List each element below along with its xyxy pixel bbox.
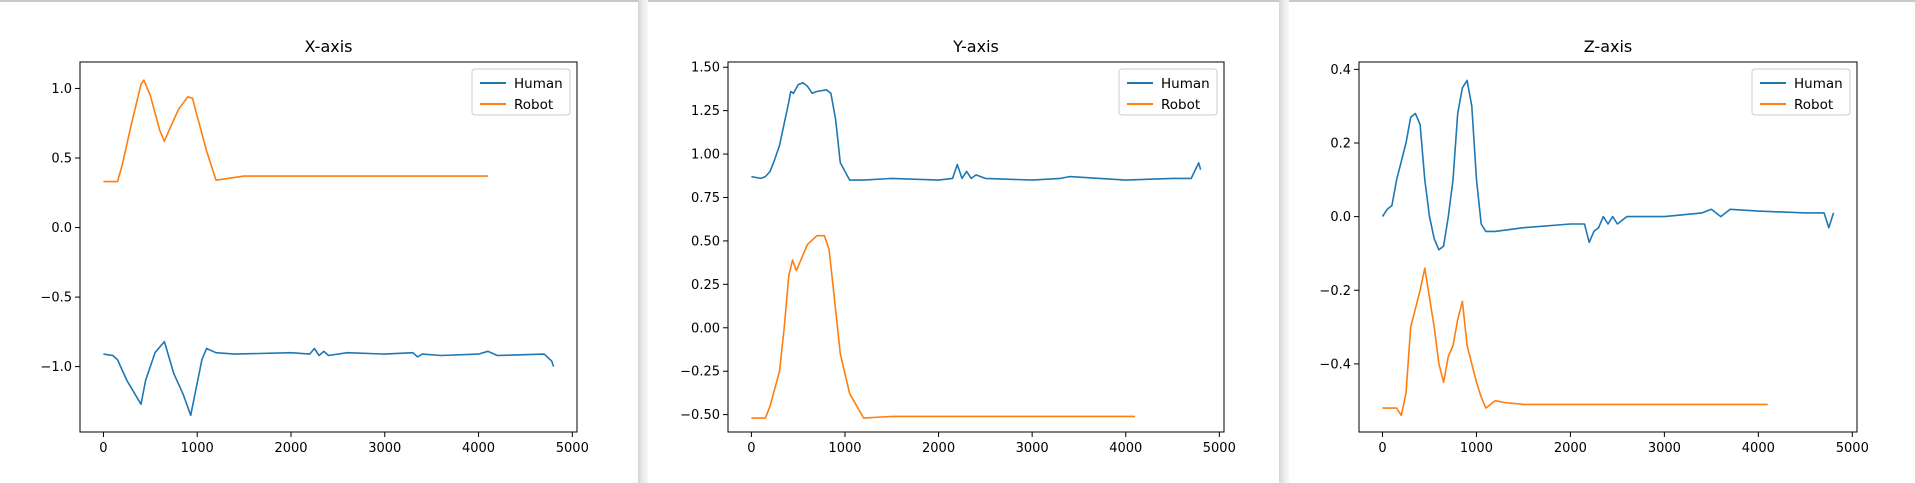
legend-label-human: Human	[1794, 76, 1843, 92]
series-line-human	[103, 340, 555, 417]
chart-title: Z-axis	[1584, 37, 1633, 56]
y-tick-label: 0.0	[1330, 210, 1351, 225]
x-tick-label: 3000	[1648, 441, 1681, 456]
y-tick-label: 0.75	[691, 191, 720, 206]
x-tick-label: 4000	[1742, 441, 1775, 456]
y-tick-label: 0.50	[691, 234, 720, 249]
x-tick-label: 1000	[181, 441, 214, 456]
legend-label-human: Human	[1161, 76, 1210, 92]
y-tick-label: 1.00	[691, 148, 720, 163]
legend-label-robot: Robot	[1161, 97, 1200, 113]
legend-label-robot: Robot	[1794, 97, 1833, 113]
y-tick-label: 0.5	[51, 151, 72, 166]
x-tick-label: 0	[1378, 441, 1386, 456]
y-tick-label: 0.2	[1330, 136, 1351, 151]
y-tick-label: 1.0	[51, 82, 72, 97]
y-axis-chart: Y-axis 0 1000 2000 3000 4000 5000 −0.50 −0.25 0.0…	[680, 37, 1236, 456]
y-tick-label: 0.00	[691, 321, 720, 336]
panel-divider[interactable]	[638, 0, 648, 483]
x-axis-chart: X-axis 0 1000 2000 3000 4000 5000 −1.0 −0.5 0.0 0.…	[40, 37, 589, 456]
plot-frame	[79, 61, 578, 433]
plot-frame	[1358, 61, 1858, 433]
x-tick-label: 0	[99, 441, 107, 456]
figure-panel-z: Z-axis 0 1000 2000 3000 4000 5000 −0.4 −0.2 0.0 0.…	[1289, 2, 1915, 483]
x-tick-label: 2000	[274, 441, 307, 456]
plot-frame	[727, 61, 1225, 433]
series-line-robot	[751, 234, 1136, 419]
x-tick-label: 5000	[556, 441, 589, 456]
x-tick-label: 1000	[1460, 441, 1493, 456]
figure-panel-x: X-axis 0 1000 2000 3000 4000 5000 −1.0 −0.5 0.0 0.…	[0, 2, 638, 483]
y-tick-label: −0.4	[1319, 357, 1351, 372]
x-tick-label: 3000	[368, 441, 401, 456]
series-line-human	[751, 82, 1202, 181]
x-tick-label: 2000	[1554, 441, 1587, 456]
y-tick-label: 0.25	[691, 278, 720, 293]
y-tick-label: 1.50	[691, 61, 720, 76]
z-axis-chart: Z-axis 0 1000 2000 3000 4000 5000 −0.4 −0.2 0.0 0.…	[1319, 37, 1869, 456]
x-tick-label: 4000	[462, 441, 495, 456]
x-tick-label: 5000	[1836, 441, 1869, 456]
chart-title: X-axis	[305, 37, 353, 56]
x-tick-label: 0	[747, 441, 755, 456]
x-tick-label: 2000	[922, 441, 955, 456]
series-line-robot	[1382, 267, 1768, 417]
y-tick-label: 0.0	[51, 221, 72, 236]
series-line-human	[1381, 79, 1835, 251]
y-tick-label: 0.4	[1330, 63, 1351, 78]
y-tick-label: −0.50	[680, 408, 720, 423]
chart-title: Y-axis	[952, 37, 999, 56]
figure-panel-y: Y-axis 0 1000 2000 3000 4000 5000 −0.50 −0.25 0.0…	[648, 2, 1286, 483]
y-tick-label: −1.0	[40, 360, 72, 375]
panel-divider[interactable]	[1279, 0, 1289, 483]
y-tick-label: −0.5	[40, 291, 72, 306]
x-tick-label: 1000	[828, 441, 861, 456]
x-tick-label: 4000	[1109, 441, 1142, 456]
series-line-robot	[103, 79, 488, 183]
x-tick-label: 3000	[1016, 441, 1049, 456]
y-tick-label: −0.25	[680, 365, 720, 380]
y-tick-label: −0.2	[1319, 284, 1351, 299]
legend-label-robot: Robot	[514, 97, 553, 113]
x-tick-label: 5000	[1203, 441, 1236, 456]
y-tick-label: 1.25	[691, 104, 720, 119]
legend-label-human: Human	[514, 76, 563, 92]
window-top-border	[0, 0, 1915, 2]
